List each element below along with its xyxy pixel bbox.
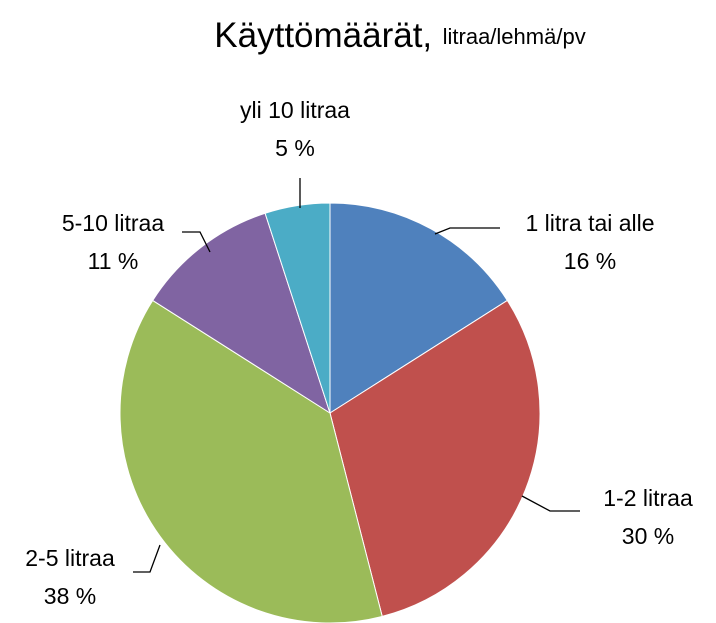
pie [119,202,541,623]
pie-slice [329,202,508,414]
category-label: 1 litra tai alle [525,210,654,236]
leader-line [133,544,161,573]
leader-line [521,495,580,512]
category-label: yli 10 litraa [240,97,350,123]
category-label: 1-2 litraa [603,485,693,511]
leader-line [434,227,500,235]
pie-slice [264,202,331,414]
category-label: 2-5 litraa [25,545,115,571]
chart-subtitle: litraa/lehmä/pv [443,24,586,49]
category-label: 5-10 litraa [62,210,164,236]
value-label: 16 % [564,248,616,274]
labels: 1 litra tai alle 16 % 1-2 litraa 30 % 2-5 li… [25,97,693,609]
chart-title-group: Käyttömäärät, litraa/lehmä/pv [214,16,585,55]
pie-slice [119,299,383,623]
value-label: 11 % [88,248,139,274]
leader-line [182,231,211,253]
pie-slice [152,212,331,415]
chart-title: Käyttömäärät, [214,16,432,55]
pie-slice [329,299,541,618]
value-label: 38 % [44,583,96,609]
value-label: 5 % [275,135,315,161]
value-label: 30 % [622,523,674,549]
